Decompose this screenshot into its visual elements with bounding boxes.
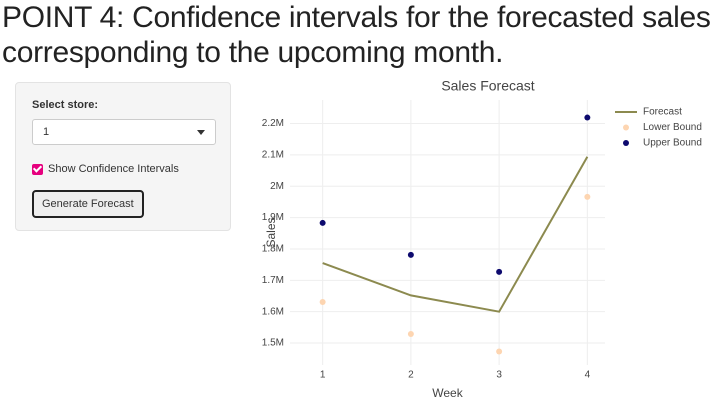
chart-title: Sales Forecast (441, 78, 534, 94)
forecast-line (322, 156, 589, 313)
generate-button[interactable]: Generate Forecast (32, 190, 144, 218)
point (496, 348, 503, 355)
x-axis-label: Week (432, 386, 463, 400)
legend-swatch (623, 140, 629, 146)
checkbox[interactable] (32, 163, 43, 175)
heading: POINT 4: Confidence intervals for the fo… (2, 0, 711, 70)
dropdown-caret (197, 130, 205, 135)
y-tick-label: 1.7M (262, 275, 284, 286)
x-tick-label: 4 (585, 370, 591, 381)
x-tick-label: 3 (496, 370, 502, 381)
point (407, 330, 414, 337)
legend-entry: Upper Bound (643, 138, 702, 149)
store-label: Select store: (32, 99, 99, 111)
heading-line: POINT 4: Confidence intervals for the fo… (2, 1, 711, 34)
store-value: 1 (43, 126, 50, 138)
legend-swatch (623, 124, 629, 131)
point (496, 268, 503, 275)
x-tick-label: 2 (408, 370, 414, 381)
legend-entry: Lower Bound (643, 122, 702, 133)
y-tick-label: 1.5M (262, 338, 284, 349)
x-tick-label: 1 (320, 370, 326, 381)
y-tick-label: 2.2M (262, 118, 284, 129)
point (584, 114, 591, 121)
y-tick-label: 1.6M (262, 306, 284, 317)
y-tick-label: 1.8M (262, 244, 284, 255)
checkbox-row: Show Confidence Intervals (32, 163, 179, 175)
point (319, 298, 326, 305)
sidebar-panel: Select store: 1 Show Confidence Interval… (15, 82, 231, 231)
checkbox-label[interactable]: Show Confidence Intervals (48, 163, 179, 175)
store-select[interactable]: 1 (32, 119, 216, 145)
y-tick-label: 2.1M (262, 150, 284, 161)
point (319, 219, 326, 226)
point (584, 193, 591, 200)
y-tick-label: 2M (270, 181, 284, 192)
y-axis-label: Sales (264, 217, 278, 247)
y-tick-label: 1.9M (262, 212, 284, 223)
legend-entry: Forecast (643, 107, 682, 118)
heading-line: corresponding to the upcoming month. (2, 36, 504, 69)
point (407, 251, 414, 258)
